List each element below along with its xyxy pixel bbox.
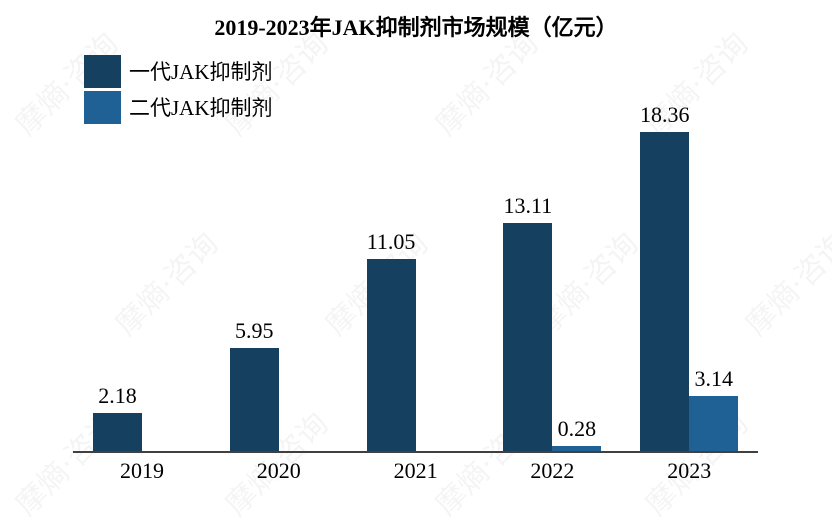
data-label-first-gen-2019: 2.18 <box>98 383 137 408</box>
bar-first-gen-2020 <box>229 348 279 451</box>
data-label-first-gen-2023: 18.36 <box>639 102 690 127</box>
bar-first-gen-2019 <box>93 413 142 451</box>
bar-first-gen-2023 <box>640 132 690 451</box>
legend-item-first-gen: 一代JAK抑制剂 <box>84 53 273 89</box>
legend-swatch-second-gen <box>84 90 121 124</box>
data-label-first-gen-2021: 11.05 <box>366 229 416 254</box>
data-label-second-gen-2022: 0.28 <box>557 416 597 441</box>
x-tick-label-2023: 2023 <box>667 458 712 483</box>
data-label-first-gen-2022: 13.11 <box>503 193 553 218</box>
legend-label-first-gen: 一代JAK抑制剂 <box>129 60 273 84</box>
legend-item-second-gen: 二代JAK抑制剂 <box>84 89 273 125</box>
bar-second-gen-2023 <box>689 396 739 451</box>
legend-swatch-first-gen <box>84 54 121 88</box>
x-tick-label-2019: 2019 <box>120 458 164 483</box>
x-tick-label-2022: 2022 <box>530 458 575 483</box>
bar-first-gen-2021 <box>366 259 416 451</box>
bar-first-gen-2022 <box>503 223 553 451</box>
x-axis-line <box>73 451 758 453</box>
watermark-text: 摩熵·咨询 <box>103 221 226 344</box>
data-label-second-gen-2023: 3.14 <box>694 366 733 391</box>
legend-label-second-gen: 二代JAK抑制剂 <box>129 96 273 120</box>
data-label-first-gen-2020: 5.95 <box>235 318 274 343</box>
chart-container: 摩熵·咨询摩熵·咨询摩熵·咨询摩熵·咨询摩熵·咨询摩熵·咨询摩熵·咨询摩熵·咨询… <box>9 15 832 523</box>
watermark-text: 摩熵·咨询 <box>733 221 832 344</box>
x-tick-label-2020: 2020 <box>256 458 301 483</box>
bar-second-gen-2022 <box>552 446 602 451</box>
x-tick-label-2021: 2021 <box>393 458 438 483</box>
chart-title: 2019-2023年JAK抑制剂市场规模（亿元） <box>214 15 618 40</box>
